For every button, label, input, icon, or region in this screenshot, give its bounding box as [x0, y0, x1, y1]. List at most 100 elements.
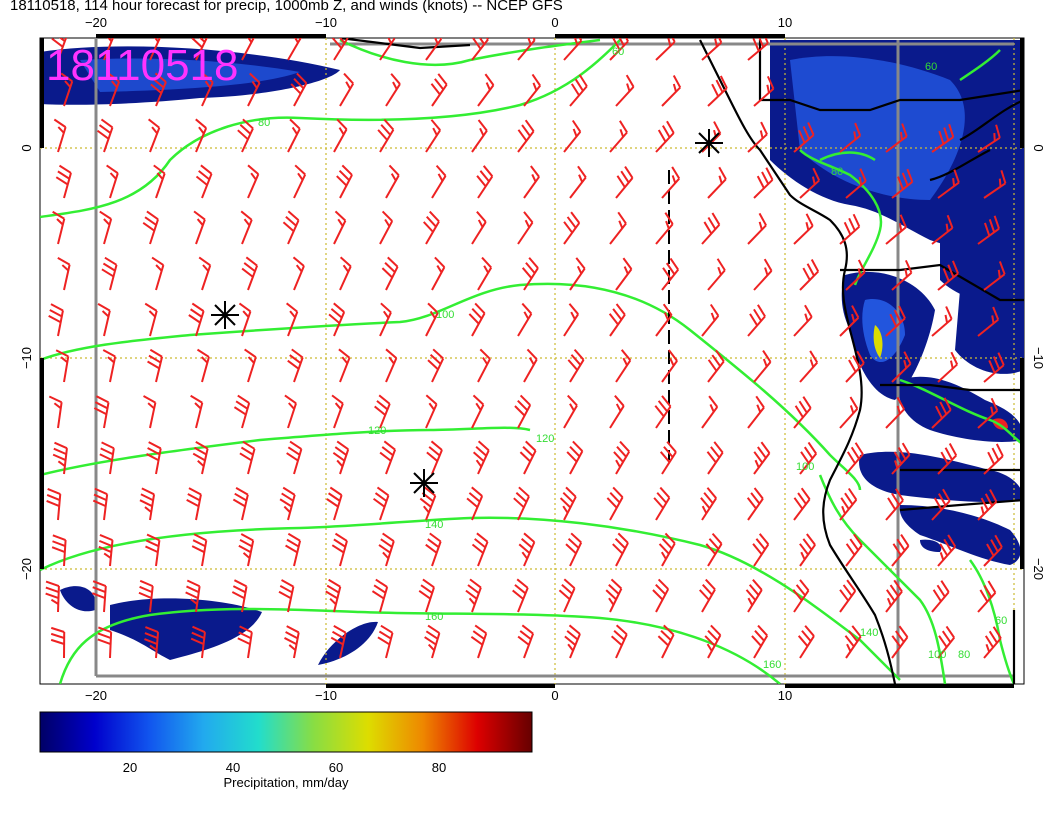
wind-barb	[237, 625, 253, 659]
wind-barb	[747, 38, 769, 61]
wind-barb	[427, 348, 445, 383]
wind-barb	[379, 302, 392, 337]
wind-barb	[379, 440, 397, 475]
wind-barb	[145, 533, 161, 567]
wind-barb	[107, 72, 121, 107]
lat-tick-label: −20	[19, 558, 34, 580]
wind-barb	[983, 169, 1007, 199]
wind-barb	[792, 579, 810, 613]
wind-barb	[96, 118, 114, 153]
wind-barb	[60, 72, 74, 107]
wind-barb	[977, 397, 999, 429]
wind-barb	[747, 121, 768, 153]
wind-barb	[931, 306, 953, 337]
wind-barbs	[45, 38, 1007, 659]
wind-barb	[605, 578, 623, 613]
wind-barb	[425, 302, 439, 337]
wind-barb	[372, 486, 390, 521]
contour-labels: 60 80 100 120 120 140 160 160 100 140 10…	[258, 46, 1007, 671]
wind-barb	[983, 626, 1002, 659]
wind-barb	[885, 305, 906, 337]
wind-barb	[563, 211, 581, 245]
wind-barb	[983, 261, 1006, 291]
star-markers	[211, 129, 723, 497]
wind-barb	[523, 348, 538, 383]
lat-tick-label: 0	[19, 144, 34, 151]
wind-barb	[97, 302, 111, 337]
wind-barb	[472, 440, 490, 475]
wind-barb	[793, 304, 813, 337]
colorbar-tick: 20	[122, 760, 138, 775]
wind-barb	[471, 394, 485, 429]
lat-tick-label: −10	[1031, 347, 1046, 369]
wind-barb	[845, 350, 865, 383]
wind-barb	[752, 533, 770, 567]
wind-barb	[106, 164, 119, 199]
wind-barb	[937, 260, 959, 291]
wind-barb	[891, 442, 911, 475]
wind-barb	[431, 256, 446, 291]
colorbar-tick: 60	[328, 760, 344, 775]
wind-barb	[701, 303, 720, 337]
wind-barb	[937, 625, 956, 659]
wind-barb	[839, 213, 861, 245]
wind-barb	[839, 396, 859, 429]
contour-label: 160	[763, 659, 781, 671]
wind-barb	[331, 38, 349, 61]
wind-barb	[51, 534, 67, 567]
wind-barb	[977, 215, 1000, 245]
wind-barb	[565, 532, 583, 567]
wind-barb	[147, 118, 161, 153]
wind-barb	[201, 72, 214, 107]
wind-barb	[198, 256, 212, 291]
wind-barb	[52, 441, 68, 475]
wind-barb	[385, 348, 398, 383]
contour-label: 60	[995, 615, 1007, 627]
wind-barb	[839, 122, 862, 153]
wind-barb	[471, 38, 489, 61]
wind-barb	[658, 532, 676, 567]
wind-barb	[285, 532, 302, 567]
wind-barb	[612, 532, 629, 567]
wind-barb	[93, 395, 110, 429]
wind-barb	[190, 394, 204, 429]
wind-barb	[333, 118, 348, 153]
wind-barb	[615, 349, 632, 383]
wind-barb	[287, 348, 304, 383]
lat-tick-label: −10	[19, 347, 34, 369]
wind-barb	[477, 256, 493, 291]
wind-barb	[144, 302, 158, 337]
wind-barb	[290, 72, 308, 107]
wind-barb	[654, 395, 672, 429]
wind-barb	[513, 486, 530, 521]
wind-barb	[661, 75, 682, 107]
wind-barb	[564, 624, 581, 659]
wind-barb	[931, 123, 955, 153]
wind-barb	[745, 579, 763, 613]
wind-barb	[91, 580, 107, 613]
wind-barb	[426, 440, 443, 475]
wind-barb	[931, 214, 954, 245]
lon-tick-label: 0	[551, 688, 558, 703]
wind-barb	[891, 168, 914, 199]
lon-ticks-bottom: −20 −10 0 10	[85, 688, 792, 703]
wind-barb	[153, 164, 166, 199]
wind-barb	[707, 258, 726, 291]
wind-barb	[799, 533, 816, 567]
wind-barb	[103, 38, 115, 61]
wind-barb	[57, 257, 71, 291]
wind-barb	[423, 210, 440, 245]
wind-barb	[753, 75, 775, 107]
wind-barb	[839, 579, 857, 613]
wind-barb	[338, 348, 351, 383]
wind-barb	[977, 306, 1000, 337]
colorbar-tick: 40	[225, 760, 241, 775]
wind-barb	[97, 626, 113, 659]
contour-label: 100	[928, 649, 946, 661]
wind-barb	[377, 624, 394, 659]
wind-barb	[707, 349, 725, 383]
wind-barb	[613, 440, 631, 475]
wind-barb	[659, 441, 677, 475]
wind-barb	[330, 625, 347, 659]
wind-barb	[747, 304, 766, 337]
